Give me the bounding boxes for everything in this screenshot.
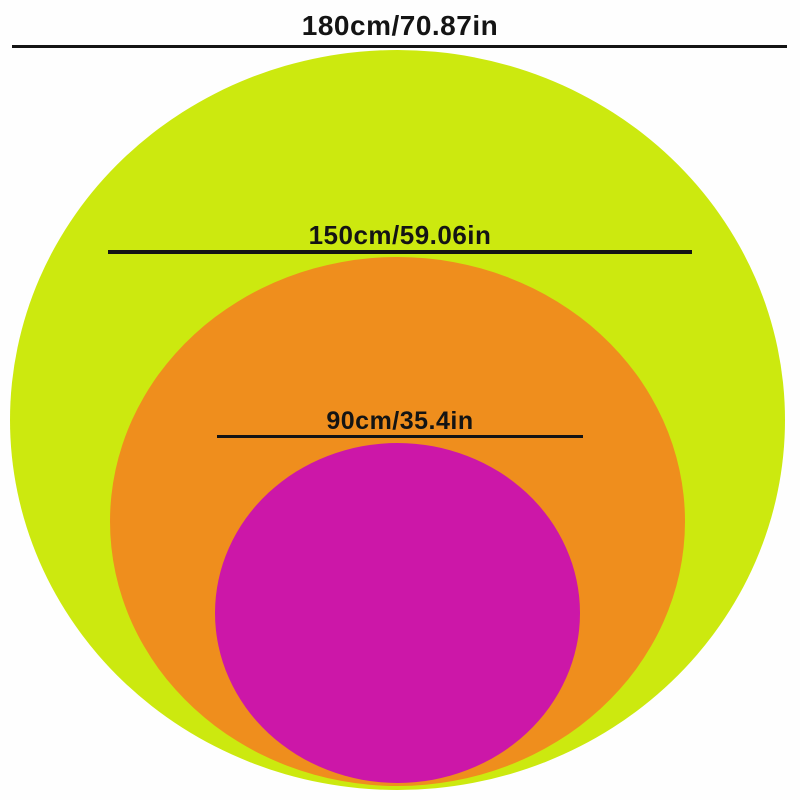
diameter-line-150cm (108, 250, 692, 254)
diameter-line-90cm (217, 435, 583, 438)
size-label-180cm: 180cm/70.87in (301, 10, 499, 41)
inner-circle-90cm (215, 443, 580, 783)
size-label-150cm: 150cm/59.06in (308, 220, 492, 250)
size-label-90cm: 90cm/35.4in (326, 407, 474, 435)
diameter-line-180cm (12, 45, 787, 48)
